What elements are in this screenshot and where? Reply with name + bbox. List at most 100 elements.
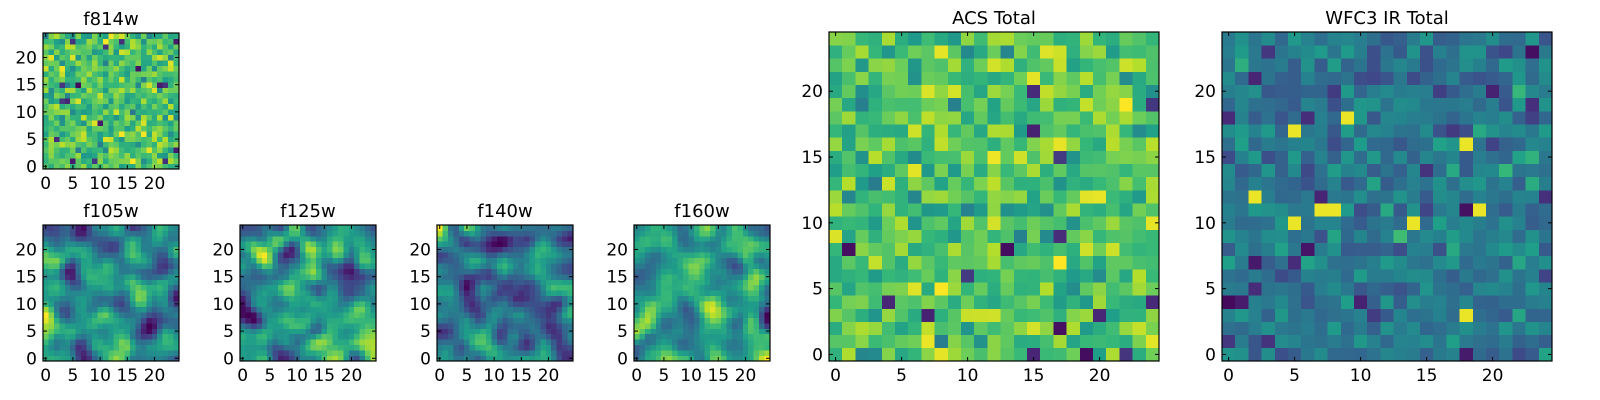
heatmap-cell [64, 252, 71, 259]
heatmap-cell [737, 268, 744, 275]
heatmap-cell [868, 124, 883, 138]
heatmap-cell [113, 38, 120, 45]
heatmap-cell [354, 328, 361, 335]
heatmap-cell [921, 229, 935, 243]
heatmap-cell [737, 290, 744, 297]
heatmap-cell [1314, 347, 1328, 362]
heatmap-cell [86, 76, 93, 83]
heatmap-cell [75, 322, 82, 329]
heatmap-cell [682, 257, 689, 264]
heatmap-cell [124, 295, 131, 302]
heatmap-cell [305, 339, 312, 346]
heatmap-cell [151, 136, 158, 143]
heatmap-cell [1066, 32, 1081, 46]
heatmap-cell [168, 114, 174, 121]
heatmap-cell [168, 103, 174, 110]
heatmap-cell [677, 235, 684, 242]
heatmap-cell [842, 347, 856, 362]
heatmap-cell [1380, 124, 1394, 138]
heatmap-cell [1393, 97, 1408, 112]
heatmap-cell [639, 230, 646, 237]
heatmap-cell [70, 344, 77, 351]
heatmap-cell [1538, 308, 1553, 322]
heatmap-cell [1538, 216, 1553, 230]
heatmap-cell [43, 65, 49, 72]
heatmap-cell [1446, 255, 1460, 270]
heatmap-cell [173, 60, 180, 67]
heatmap-cell [502, 235, 509, 242]
heatmap-cell [480, 301, 487, 307]
heatmap-cell [682, 344, 689, 351]
heatmap-cell [1486, 216, 1500, 230]
heatmap-cell [1066, 347, 1081, 362]
heatmap-cell [502, 333, 509, 340]
heatmap-cell [1472, 242, 1487, 257]
heatmap-cell [469, 290, 476, 297]
heatmap-cell [119, 81, 125, 88]
heatmap-cell [753, 257, 760, 264]
heatmap-cell [464, 268, 471, 275]
heatmap-cell [524, 257, 530, 264]
heatmap-cell [699, 317, 706, 324]
heatmap-cell [1538, 84, 1553, 99]
heatmap-cell [469, 284, 476, 291]
heatmap-cell [256, 290, 263, 297]
heatmap-cell [168, 65, 174, 72]
heatmap-cell [162, 92, 169, 99]
heatmap-cell [359, 268, 366, 275]
heatmap-cell [135, 38, 142, 45]
heatmap-cell [168, 54, 174, 61]
heatmap-cell [1040, 295, 1054, 309]
heatmap-cell [672, 279, 678, 286]
heatmap-cell [639, 355, 646, 362]
heatmap-cell [135, 98, 142, 105]
heatmap-cell [469, 268, 476, 275]
heatmap-cell [721, 306, 727, 313]
heatmap-cell [278, 230, 284, 237]
heatmap-cell [961, 84, 975, 99]
heatmap-cell [1354, 176, 1368, 191]
heatmap-cell [113, 54, 120, 61]
heatmap-cell [868, 255, 883, 270]
heatmap-cell [961, 268, 975, 283]
heatmap-cell [75, 98, 82, 105]
heatmap-cell [173, 322, 180, 329]
heatmap-cell [737, 263, 744, 269]
heatmap-cell [1538, 229, 1553, 243]
heatmap-cell [91, 152, 98, 159]
heatmap-cell [299, 263, 306, 269]
heatmap-cell [502, 317, 509, 324]
heatmap-cell [48, 295, 55, 302]
heatmap-cell [726, 246, 733, 253]
heatmap-cell [1393, 150, 1408, 164]
heatmap-cell [655, 301, 662, 307]
heatmap-cell [974, 97, 988, 112]
heatmap-cell [135, 268, 142, 275]
heatmap-cell [59, 38, 66, 45]
heatmap-cell [1380, 308, 1394, 322]
heatmap-cell [119, 136, 125, 143]
heatmap-cell [151, 109, 158, 115]
heatmap-cell [365, 273, 371, 280]
heatmap-cell [639, 328, 646, 335]
heatmap-cell [1000, 308, 1015, 322]
heatmap-cell [75, 54, 82, 61]
heatmap-cell [688, 284, 695, 291]
heatmap-cell [1340, 308, 1355, 322]
heatmap-cell [124, 301, 131, 307]
heatmap-cell [453, 355, 460, 362]
heatmap-cell [634, 290, 640, 297]
heatmap-cell [337, 263, 344, 269]
heatmap-cell [157, 130, 164, 137]
heatmap-cell [70, 103, 77, 110]
heatmap-cell [726, 263, 733, 269]
heatmap-cell [881, 189, 896, 204]
heatmap-cell [1119, 334, 1133, 349]
heatmap-cell [639, 263, 646, 269]
heatmap-cell [1446, 268, 1460, 283]
heatmap-cell [699, 225, 706, 231]
heatmap-cell [157, 147, 164, 154]
heatmap-cell [1027, 321, 1041, 336]
heatmap-cell [146, 317, 153, 324]
heatmap-cell [1145, 321, 1160, 336]
